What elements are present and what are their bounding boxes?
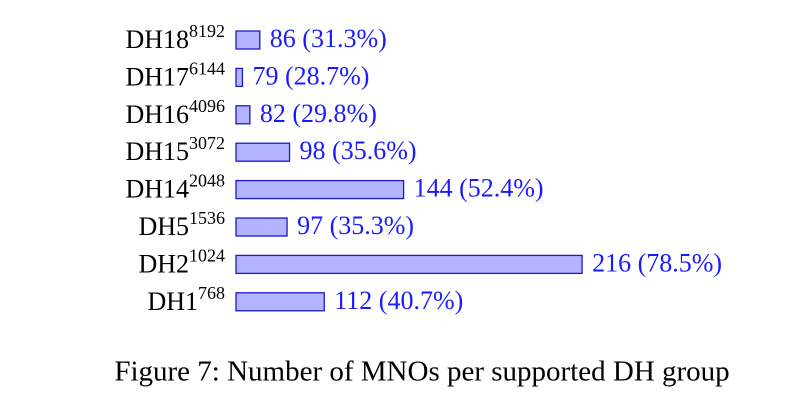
category-name: DH1 <box>147 287 198 316</box>
category-label: DH164096 <box>125 96 225 129</box>
bar <box>235 254 583 275</box>
value-label: 98 (35.6%) <box>300 136 417 165</box>
category-superscript: 1536 <box>189 208 225 228</box>
category-superscript: 2048 <box>189 171 225 191</box>
category-superscript: 8192 <box>189 21 225 41</box>
caption: Figure 7: Number of MNOs per supported D… <box>114 356 729 388</box>
category-name: DH14 <box>125 175 189 204</box>
category-label: DH21024 <box>138 246 225 279</box>
category-superscript: 768 <box>198 283 225 303</box>
bar <box>235 30 261 50</box>
category-name: DH15 <box>125 137 189 166</box>
category-label: DH153072 <box>125 133 225 166</box>
category-name: DH2 <box>138 249 189 278</box>
value-label: 79 (28.7%) <box>252 61 369 90</box>
bar <box>235 105 251 125</box>
category-superscript: 3072 <box>189 133 225 153</box>
category-name: DH16 <box>125 100 189 129</box>
bar <box>235 142 291 162</box>
category-label: DH142048 <box>125 171 225 204</box>
category-label: DH188192 <box>125 21 225 54</box>
category-label: DH1768 <box>147 283 225 316</box>
value-label: 97 (35.3%) <box>297 211 414 240</box>
value-label: 112 (40.7%) <box>334 286 463 315</box>
category-name: DH18 <box>125 25 189 54</box>
value-label: 216 (78.5%) <box>592 248 722 277</box>
bar <box>235 67 244 88</box>
category-superscript: 1024 <box>189 246 225 266</box>
bar <box>235 179 405 200</box>
category-name: DH17 <box>125 62 189 91</box>
value-label: 86 (31.3%) <box>270 24 387 53</box>
category-superscript: 6144 <box>189 59 225 79</box>
bar <box>235 292 325 312</box>
category-label: DH176144 <box>125 59 225 92</box>
category-superscript: 4096 <box>189 96 225 116</box>
category-label: DH51536 <box>138 208 225 241</box>
value-label: 144 (52.4%) <box>414 174 544 203</box>
value-label: 82 (29.8%) <box>260 99 377 128</box>
category-name: DH5 <box>138 212 189 241</box>
bar <box>235 217 288 237</box>
